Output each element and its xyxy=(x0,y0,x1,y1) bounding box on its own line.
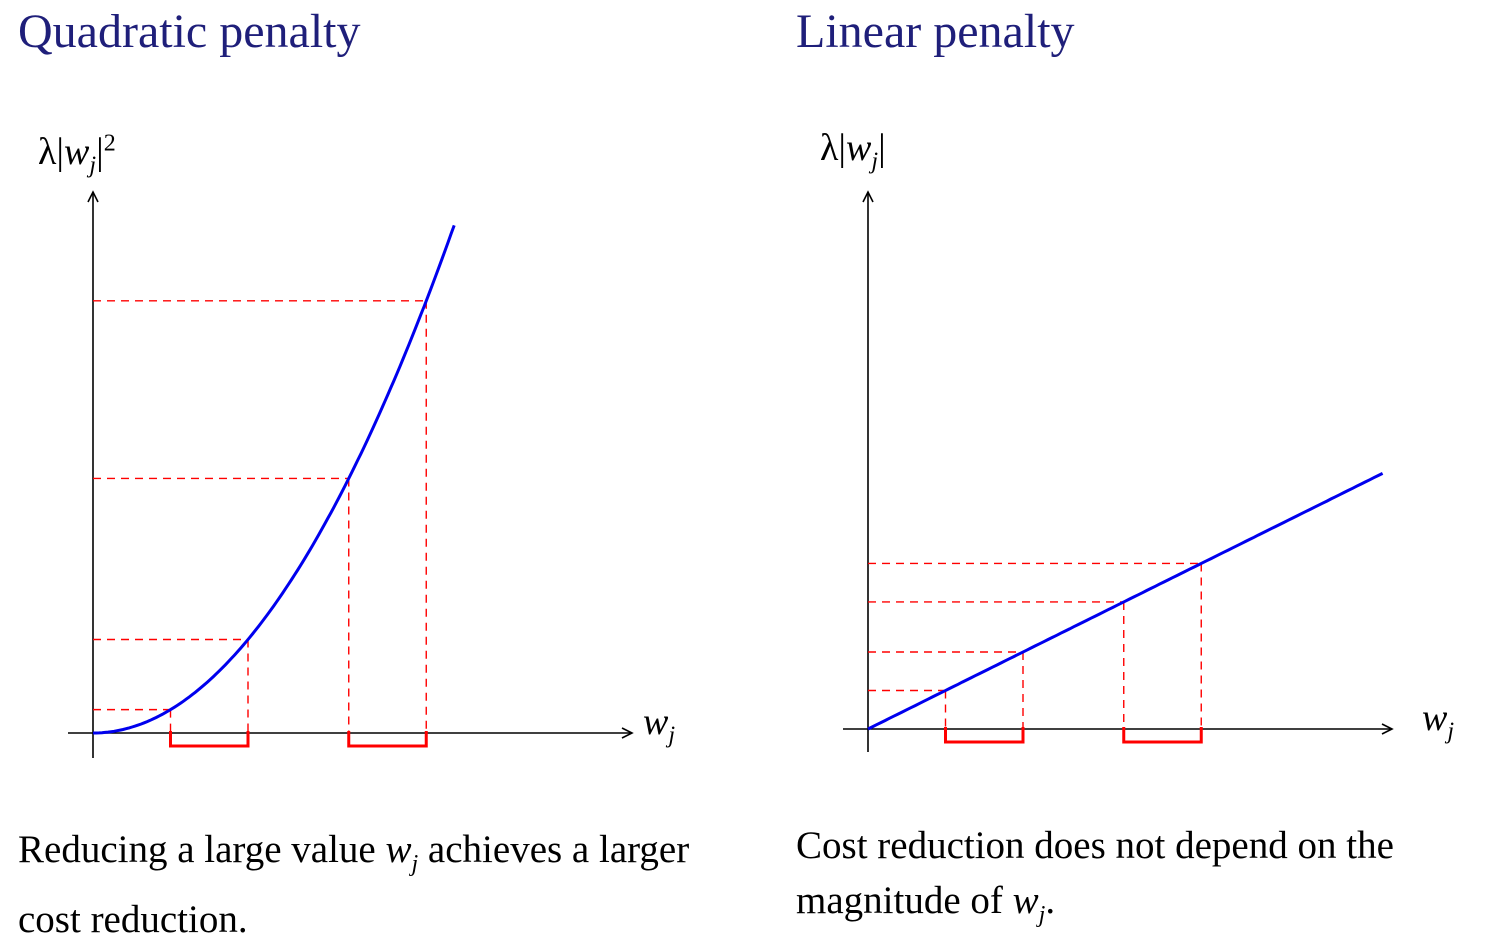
panel-caption: Reducing a large value wj achieves a lar… xyxy=(18,828,690,941)
x-axis-arrowhead xyxy=(1381,723,1394,735)
linear-plot xyxy=(843,190,1394,752)
quadratic-panel: Quadratic penalty λ|wj|2 wj Reducing a l… xyxy=(0,0,760,941)
reduction-bracket xyxy=(944,727,1025,744)
panel-title: Linear penalty xyxy=(796,5,1075,58)
linear-panel: Linear penalty λ|wj| wj Cost reduction d… xyxy=(760,0,1504,932)
y-axis-label: λ|wj| xyxy=(820,127,886,175)
panel-title: Quadratic penalty xyxy=(18,5,361,58)
reduction-bracket xyxy=(169,731,250,748)
x-axis-label: wj xyxy=(643,701,676,749)
x-axis-label: wj xyxy=(1422,697,1455,745)
reduction-bracket xyxy=(1122,727,1203,744)
penalty-curve xyxy=(867,472,1384,731)
x-axis-arrowhead xyxy=(621,727,634,739)
y-axis-arrowhead xyxy=(87,190,99,203)
penalty-curve xyxy=(93,224,456,735)
panel-caption: Cost reduction does not depend on the ma… xyxy=(796,824,1394,928)
y-axis-arrowhead xyxy=(862,190,874,203)
y-axis-label: λ|wj|2 xyxy=(38,130,116,179)
quadratic-plot xyxy=(68,190,634,758)
reduction-bracket xyxy=(347,731,428,748)
